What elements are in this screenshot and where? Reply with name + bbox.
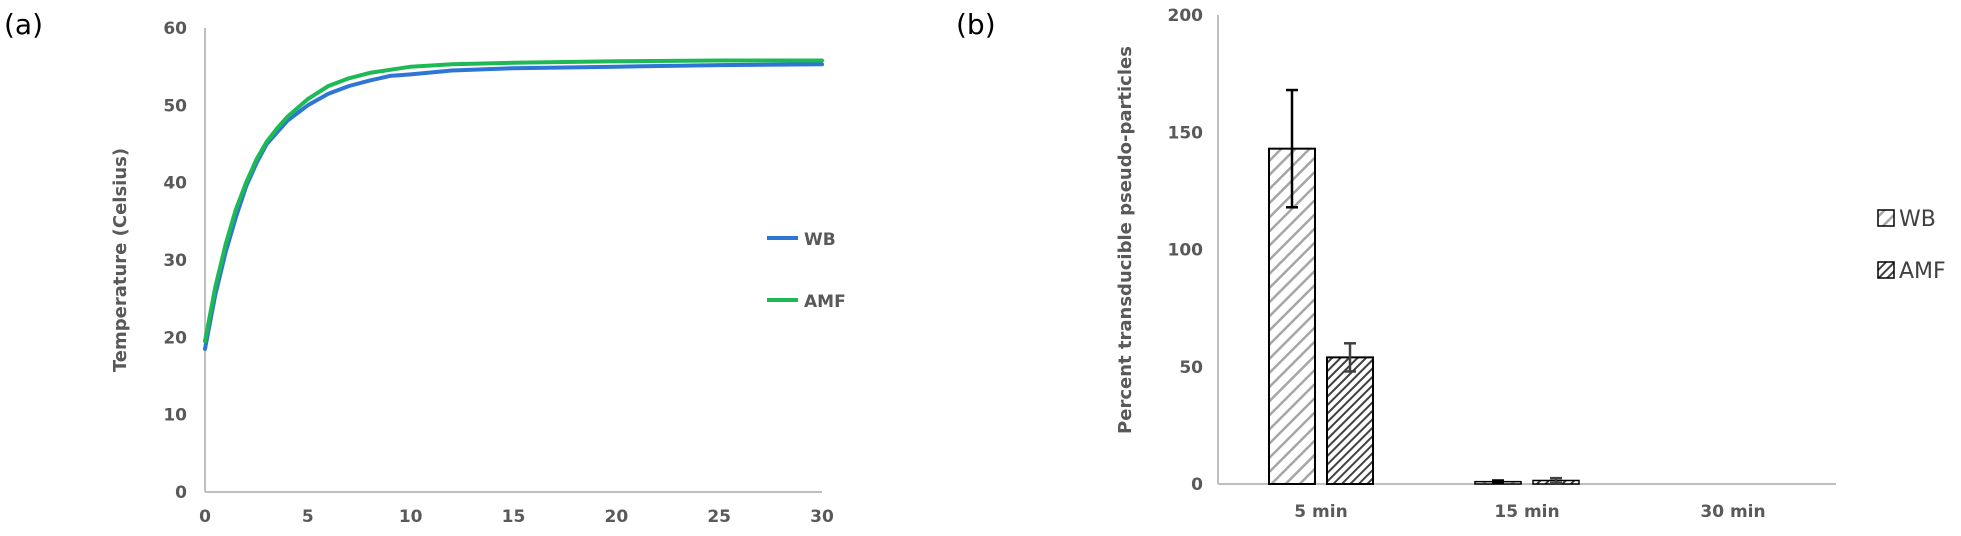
chart-b-bars [1268, 88, 1580, 485]
error-bar-wb-5-min [1286, 88, 1298, 209]
chart-b-x-tick-label: 30 min [1700, 502, 1765, 522]
legend-b-amf-swatch [1877, 261, 1895, 279]
legend-wb-label: WB [804, 230, 836, 250]
chart-b-y-tick-label: 150 [1168, 123, 1204, 143]
chart-b-y-tick-label: 0 [1191, 475, 1203, 495]
chart-a-x-tick-label: 20 [604, 507, 628, 527]
chart-a-y-axis-title: Temperature (Celsius) [110, 148, 131, 372]
chart-a-y-tick-label: 0 [175, 483, 187, 503]
panel-label-b: (b) [956, 8, 996, 41]
chart-a-y-tick-label: 40 [163, 174, 187, 194]
chart-a-x-tick-label: 15 [502, 507, 526, 527]
chart-b-x-tick-label: 15 min [1494, 502, 1559, 522]
panel-label-a: (a) [4, 8, 43, 41]
legend-amf-label: AMF [804, 292, 846, 312]
chart-b-y-tick-label: 50 [1179, 358, 1203, 378]
chart-b-legend: WB AMF [1877, 207, 1946, 284]
chart-a: 0 10 20 30 40 50 60 0 5 10 15 20 25 30 Temperature (… [110, 19, 846, 527]
legend-b-wb-label: WB [1899, 207, 1936, 232]
chart-a-x-tick-label: 10 [399, 507, 423, 527]
error-bar-wb-15-min [1492, 479, 1504, 485]
chart-b-y-tick-label: 200 [1168, 6, 1204, 26]
chart-b-x-ticks: 5 min 15 min 30 min [1294, 502, 1765, 522]
chart-a-legend: WB AMF [767, 230, 846, 312]
chart-b-y-axis-title: Percent transducible pseudo-particles [1115, 46, 1136, 434]
chart-a-y-tick-label: 20 [163, 328, 187, 348]
bar-amf-5-min [1326, 356, 1374, 485]
chart-a-x-tick-label: 0 [199, 507, 211, 527]
series-line-wb [203, 62, 824, 351]
series-line-amf [203, 58, 824, 344]
chart-a-y-tick-label: 50 [163, 96, 187, 116]
legend-b-wb-swatch [1877, 209, 1895, 227]
chart-a-y-tick-label: 10 [163, 406, 187, 426]
error-bar-amf-5-min [1344, 342, 1356, 373]
chart-a-series [203, 58, 824, 351]
chart-a-x-tick-label: 30 [810, 507, 834, 527]
chart-a-y-ticks: 0 10 20 30 40 50 60 [163, 19, 187, 503]
legend-b-amf-label: AMF [1899, 259, 1946, 284]
error-bar-amf-15-min [1550, 476, 1562, 485]
chart-a-y-tick-label: 60 [163, 19, 187, 39]
chart-b-y-tick-label: 100 [1168, 241, 1204, 261]
chart-b-y-ticks: 0 50 100 150 200 [1168, 6, 1204, 495]
chart-a-x-ticks: 0 5 10 15 20 25 30 [199, 507, 834, 527]
chart-b: 0 50 100 150 200 5 min 15 min 30 min Percent t… [1115, 6, 1946, 522]
chart-b-x-tick-label: 5 min [1294, 502, 1347, 522]
chart-a-x-tick-label: 25 [707, 507, 731, 527]
chart-a-x-tick-label: 5 [302, 507, 314, 527]
chart-a-y-tick-label: 30 [163, 251, 187, 271]
